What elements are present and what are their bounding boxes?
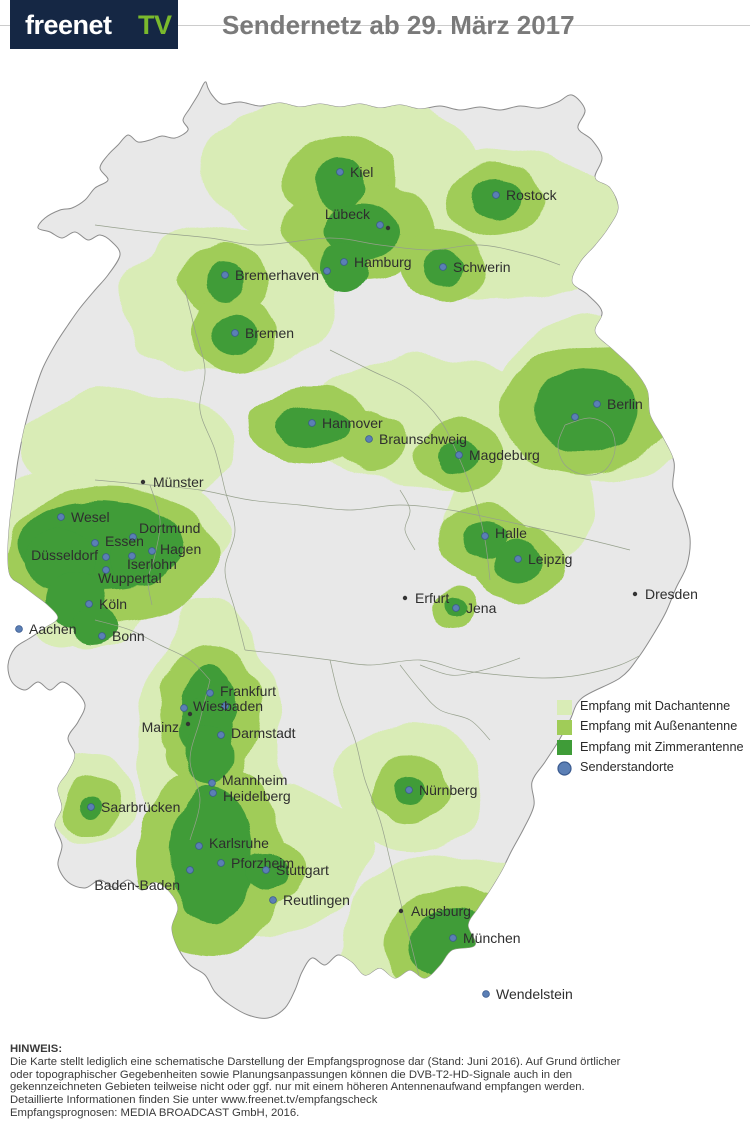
svg-text:Hamburg: Hamburg bbox=[354, 254, 412, 270]
svg-text:Augsburg: Augsburg bbox=[411, 903, 471, 919]
svg-text:Braunschweig: Braunschweig bbox=[379, 431, 467, 447]
svg-text:Kiel: Kiel bbox=[350, 164, 373, 180]
svg-text:Darmstadt: Darmstadt bbox=[231, 725, 296, 741]
svg-text:Magdeburg: Magdeburg bbox=[469, 447, 540, 463]
svg-text:Schwerin: Schwerin bbox=[453, 259, 511, 275]
svg-text:München: München bbox=[463, 930, 521, 946]
svg-text:Bonn: Bonn bbox=[112, 628, 145, 644]
svg-text:Köln: Köln bbox=[99, 596, 127, 612]
svg-text:Mainz: Mainz bbox=[142, 719, 179, 735]
svg-text:Düsseldorf: Düsseldorf bbox=[31, 547, 98, 563]
svg-text:Nürnberg: Nürnberg bbox=[419, 782, 477, 798]
svg-text:Dortmund: Dortmund bbox=[139, 520, 200, 536]
svg-text:Stuttgart: Stuttgart bbox=[276, 862, 329, 878]
svg-text:Hannover: Hannover bbox=[322, 415, 383, 431]
svg-text:Münster: Münster bbox=[153, 474, 204, 490]
svg-text:Saarbrücken: Saarbrücken bbox=[101, 799, 180, 815]
svg-text:Frankfurt: Frankfurt bbox=[220, 683, 276, 699]
svg-text:Wiesbaden: Wiesbaden bbox=[193, 698, 263, 714]
svg-text:Essen: Essen bbox=[105, 533, 144, 549]
svg-text:Aachen: Aachen bbox=[29, 621, 76, 637]
svg-text:Lübeck: Lübeck bbox=[325, 206, 371, 222]
svg-text:Karlsruhe: Karlsruhe bbox=[209, 835, 269, 851]
svg-text:Hagen: Hagen bbox=[160, 541, 201, 557]
svg-text:Jena: Jena bbox=[466, 600, 497, 616]
svg-text:Bremerhaven: Bremerhaven bbox=[235, 267, 319, 283]
svg-text:Rostock: Rostock bbox=[506, 187, 558, 203]
svg-text:Wuppertal: Wuppertal bbox=[98, 570, 162, 586]
svg-text:Wendelstein: Wendelstein bbox=[496, 986, 573, 1002]
svg-text:Wesel: Wesel bbox=[71, 509, 110, 525]
svg-text:Erfurt: Erfurt bbox=[415, 590, 449, 606]
svg-text:Reutlingen: Reutlingen bbox=[283, 892, 350, 908]
svg-text:Berlin: Berlin bbox=[607, 396, 643, 412]
svg-text:Leipzig: Leipzig bbox=[528, 551, 572, 567]
svg-text:Bremen: Bremen bbox=[245, 325, 294, 341]
svg-text:Dresden: Dresden bbox=[645, 586, 698, 602]
svg-text:Baden-Baden: Baden-Baden bbox=[94, 877, 180, 893]
svg-text:Mannheim: Mannheim bbox=[222, 772, 287, 788]
svg-text:Heidelberg: Heidelberg bbox=[223, 788, 291, 804]
svg-text:Halle: Halle bbox=[495, 525, 527, 541]
